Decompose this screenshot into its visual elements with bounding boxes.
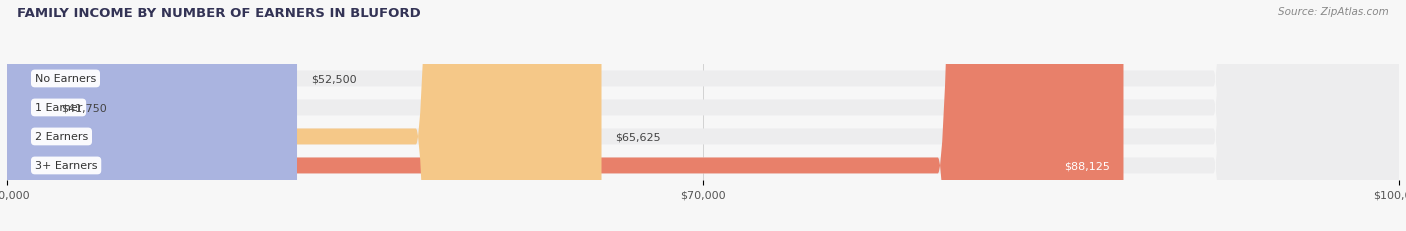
Text: Source: ZipAtlas.com: Source: ZipAtlas.com	[1278, 7, 1389, 17]
FancyBboxPatch shape	[7, 0, 1399, 231]
FancyBboxPatch shape	[7, 0, 1399, 231]
Text: No Earners: No Earners	[35, 74, 96, 84]
Text: $88,125: $88,125	[1064, 161, 1109, 171]
FancyBboxPatch shape	[0, 0, 193, 231]
FancyBboxPatch shape	[7, 0, 297, 231]
FancyBboxPatch shape	[7, 0, 1399, 231]
Text: FAMILY INCOME BY NUMBER OF EARNERS IN BLUFORD: FAMILY INCOME BY NUMBER OF EARNERS IN BL…	[17, 7, 420, 20]
Text: 3+ Earners: 3+ Earners	[35, 161, 97, 171]
Text: 1 Earner: 1 Earner	[35, 103, 82, 113]
FancyBboxPatch shape	[7, 0, 1123, 231]
Text: 2 Earners: 2 Earners	[35, 132, 89, 142]
FancyBboxPatch shape	[7, 0, 602, 231]
FancyBboxPatch shape	[7, 0, 1399, 231]
Text: $65,625: $65,625	[616, 132, 661, 142]
Text: $41,750: $41,750	[62, 103, 107, 113]
Text: $52,500: $52,500	[311, 74, 357, 84]
